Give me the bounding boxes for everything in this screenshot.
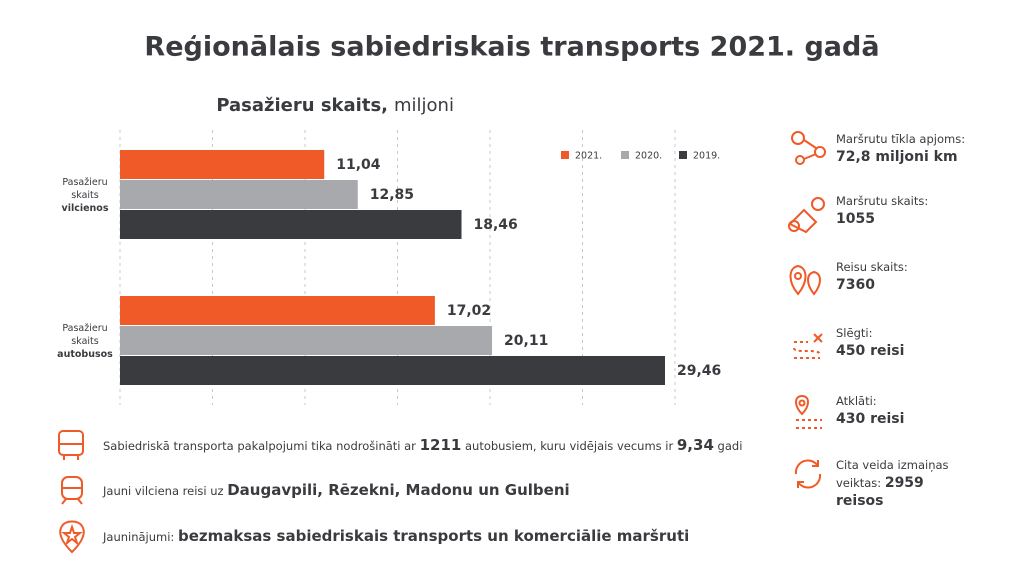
stat-value: 430 reisi [836,411,905,427]
stat-value: 2959 reisos [836,475,924,509]
legend-swatch [679,151,687,159]
value-label: 18,46 [474,217,518,233]
icon [795,394,822,429]
note-text: Jauninājumi: [103,530,178,544]
stat-value: 1055 [836,211,875,227]
stat: Cita veida izmaiņas veiktas: 2959 reisos [836,456,971,510]
value-label: 11,04 [336,157,381,173]
chart-subtitle: miljoni [394,95,454,116]
legend-swatch [561,151,569,159]
legend-label: 2021. [575,151,602,162]
icon [791,131,826,165]
value-label: 12,85 [370,187,414,203]
bar [120,180,358,209]
icon [58,430,84,460]
note-highlight: bezmaksas sabiedriskais transports un ko… [177,527,690,545]
stat: Slēgti: 450 reisi [836,324,986,360]
note: Sabiedriskā transporta pakalpojumi tika … [103,436,742,454]
note-text: gadi [713,439,743,453]
stat-label: Slēgti: [836,326,873,340]
legend-swatch [621,151,629,159]
stat: Atklāti: 430 reisi [836,392,986,428]
icon [793,333,823,359]
stat-label: Maršrutu skaits: [836,194,929,208]
icon [788,197,825,234]
page-title: Reģionālais sabiedriskais transports 202… [144,32,879,63]
icon [794,459,822,489]
stat-value: 450 reisi [836,343,905,359]
value-label: 20,11 [504,333,548,349]
legend-label: 2020. [635,151,662,162]
value-label: 17,02 [447,303,491,319]
bar [120,356,666,385]
bar [120,150,325,179]
note-highlight: 9,34 [676,436,714,454]
note-text: Sabiedriskā transporta pakalpojumi tika … [103,439,420,453]
icon [789,264,821,296]
chart-title: Pasažieru skaits, [216,95,388,116]
stat-label: Reisu skaits: [836,260,908,274]
note-text: Jauni vilciena reisi uz [103,484,228,498]
stat-value: 7360 [836,277,875,293]
stat-label: Atklāti: [836,394,877,408]
category-label: Pasažieru skaits vilcienos [62,177,109,214]
category-label: Pasažieru skaits autobusos [57,323,113,360]
note-text: autobusiem, kuru vidējais vecums ir [461,439,677,453]
bar [120,326,493,355]
stat-label: Cita veida izmaiņas veiktas: [836,458,949,490]
bar [120,296,435,325]
bar [120,210,462,239]
stat: Reisu skaits: 7360 [836,258,986,294]
value-label: 29,46 [677,363,721,379]
note: Jauninājumi: bezmaksas sabiedriskais tra… [103,527,689,545]
stat: Maršrutu tīkla apjoms: 72,8 miljoni km [836,130,986,166]
note-highlight: Daugavpili, Rēzekni, Madonu un Gulbeni [227,481,570,499]
note-highlight: 1211 [419,436,462,454]
stat-label: Maršrutu tīkla apjoms: [836,132,966,146]
icon [61,476,83,505]
legend-label: 2019. [693,151,720,162]
stat-value: 72,8 miljoni km [836,149,958,165]
icon [59,520,85,554]
note: Jauni vilciena reisi uz Daugavpili, Rēze… [103,481,570,499]
stat: Maršrutu skaits: 1055 [836,192,986,228]
